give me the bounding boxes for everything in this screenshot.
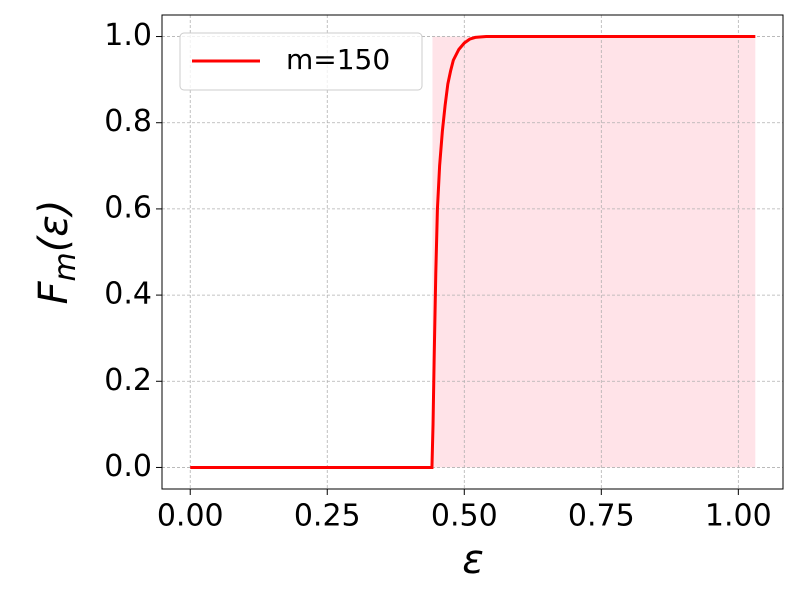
x-tick-label: 0.75: [568, 499, 635, 534]
plot-frame: [161, 14, 784, 490]
y-tick-label: 0.2: [104, 363, 152, 398]
shaded-region: [432, 36, 756, 468]
y-tick-label: 0.6: [104, 190, 152, 225]
y-tick-label: 1.0: [104, 18, 152, 53]
x-tick-label: 0.25: [294, 499, 361, 534]
x-tick-label: 0.50: [431, 499, 498, 534]
x-tick-label: 1.00: [705, 499, 772, 534]
y-tick-label: 0.8: [104, 104, 152, 139]
y-label-sub: m: [48, 252, 83, 281]
y-axis-label: Fm(ε): [31, 199, 83, 304]
y-tick-label: 0.4: [104, 277, 152, 312]
y-tick-label: 0.0: [104, 449, 152, 484]
legend-box: [179, 32, 423, 91]
x-tick-label: 0.00: [157, 499, 224, 534]
y-label-base: F: [31, 281, 77, 305]
legend-label: m=150: [286, 43, 390, 76]
legend: m=150: [179, 32, 423, 91]
x-axis-label: ε: [462, 537, 484, 583]
line: [190, 35, 756, 469]
y-label-rest: (ε): [31, 199, 77, 252]
